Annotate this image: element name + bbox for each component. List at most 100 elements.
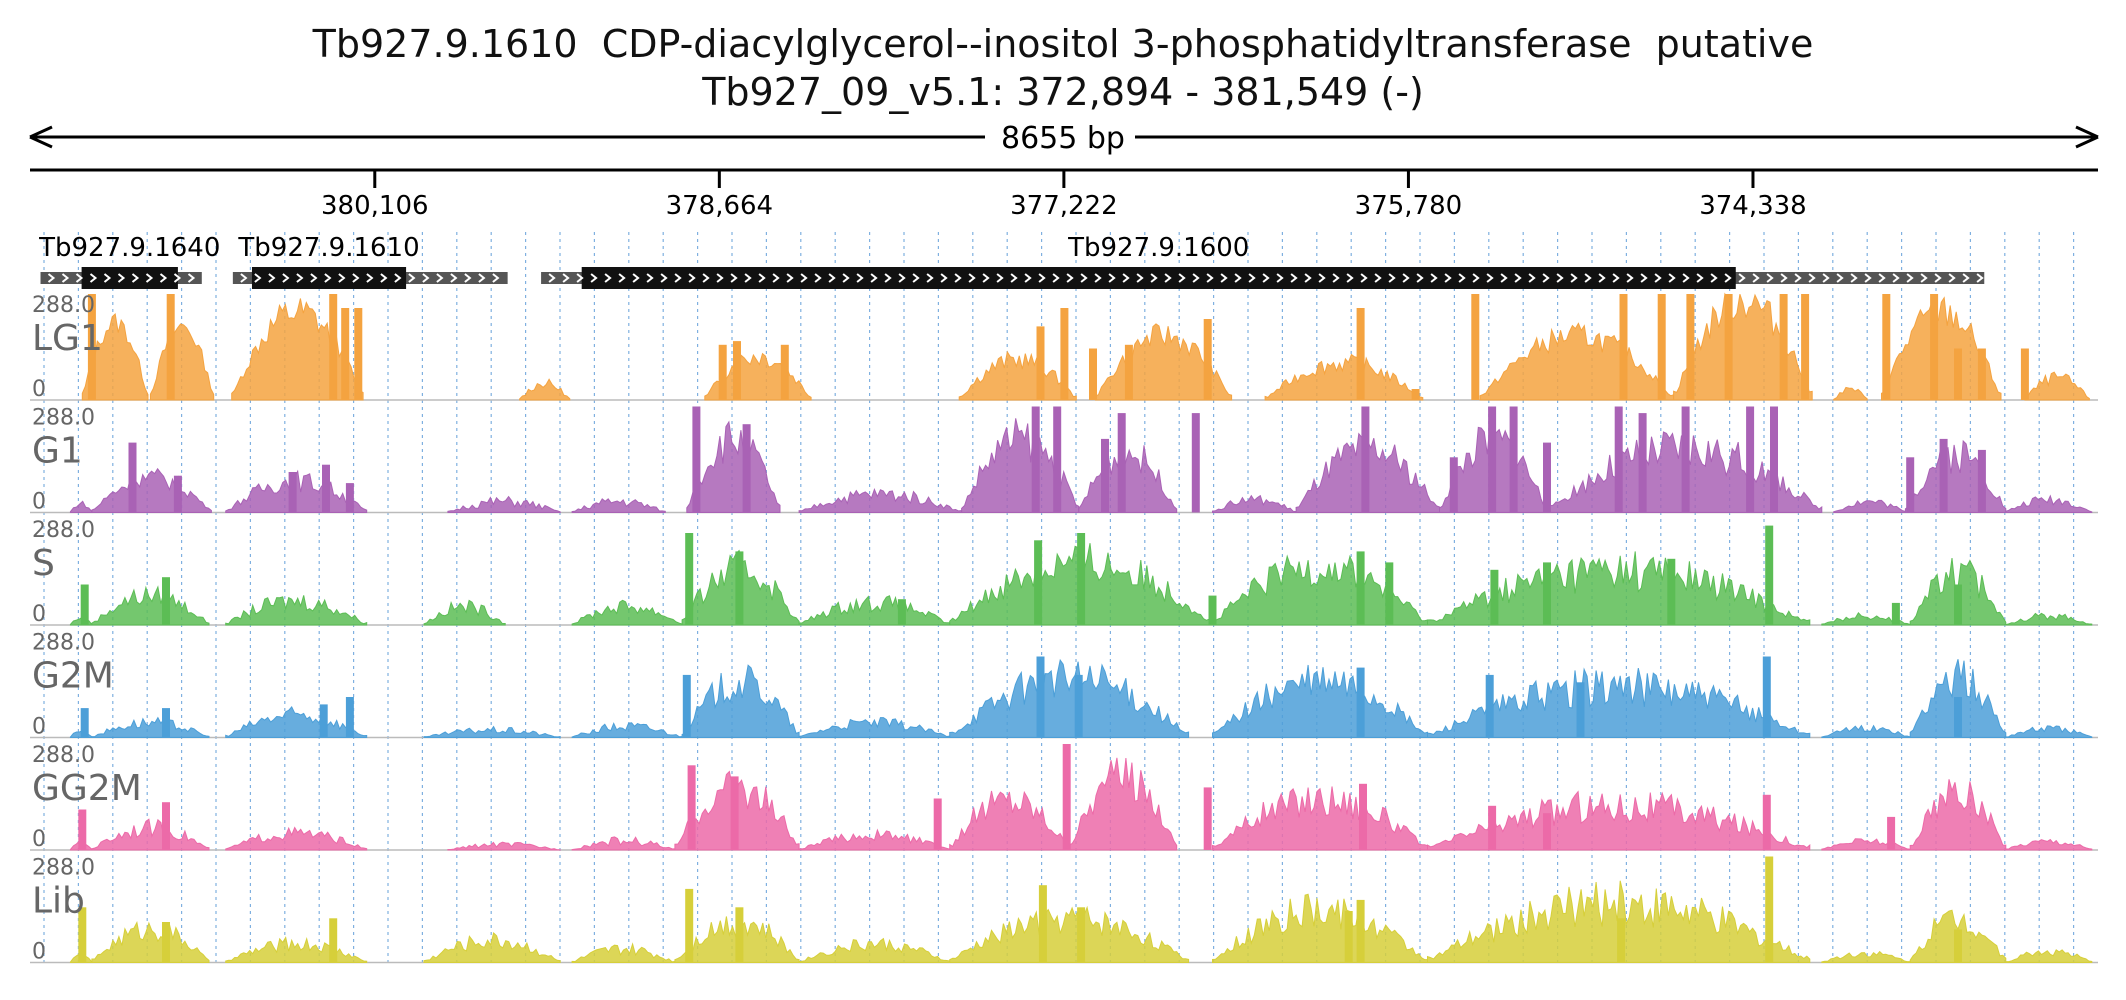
coverage-spike — [1638, 413, 1647, 513]
coverage-spike — [162, 922, 170, 963]
gene-strand-chevrons — [548, 273, 1984, 283]
title-line-2: Tb927_09_v5.1: 372,894 - 381,549 (-) — [702, 70, 1424, 114]
coverage-spike — [329, 918, 338, 963]
coverage-spike — [718, 344, 727, 400]
coverage-area — [798, 937, 951, 963]
coverage-area — [423, 725, 561, 738]
coverage-area — [1427, 667, 1811, 738]
coverage-spike — [1801, 294, 1810, 400]
coverage-area — [961, 418, 1080, 513]
coverage-spike — [162, 802, 170, 850]
coverage-area — [91, 920, 210, 963]
coverage-spike — [354, 308, 363, 400]
coverage-area — [1427, 790, 1811, 851]
coverage-spike — [742, 424, 751, 513]
coverage-area — [91, 585, 210, 626]
axis-tick-label: 375,780 — [1355, 191, 1463, 221]
track-ymax-label: 288.0 — [32, 518, 95, 543]
coverage-spike — [345, 483, 354, 513]
gene-label[interactable]: Tb927.9.1600 — [1067, 233, 1249, 263]
coverage-spike — [173, 475, 182, 513]
coverage-spike — [329, 294, 338, 400]
coverage-spike — [1977, 348, 1986, 400]
title-line-1: Tb927.9.1610 CDP-diacylglycerol--inosito… — [312, 22, 1814, 66]
gene-cds[interactable] — [581, 267, 1736, 289]
coverage-spike — [933, 798, 942, 850]
coverage-spike — [730, 776, 739, 850]
coverage-spike — [1449, 457, 1458, 513]
gene-track: Tb927.9.1640 Tb927.9.1610 Tb927.9.1600 — [38, 233, 1985, 289]
coverage-spike — [1356, 899, 1365, 963]
coverage-area — [1821, 724, 1911, 738]
coverage-area — [958, 350, 1077, 401]
coverage-spike — [1062, 744, 1071, 850]
coverage-spike — [1034, 540, 1043, 625]
coverage-spike — [1385, 562, 1394, 625]
coverage-area — [1212, 554, 1428, 626]
coverage-spike — [1036, 656, 1045, 738]
coverage-area — [1479, 322, 1675, 401]
coverage-spike — [78, 907, 87, 963]
coverage-area — [1212, 494, 1297, 513]
coverage-spike — [1359, 783, 1367, 851]
coverage-spike — [1361, 406, 1370, 513]
axis-tick-label: 374,338 — [1699, 191, 1807, 221]
coverage-spike — [735, 907, 744, 963]
coverage-spike — [1543, 442, 1551, 513]
coverage-spike — [1356, 308, 1365, 400]
coverage-area — [2005, 725, 2093, 738]
coverage-area — [571, 722, 683, 738]
coverage-spike — [1746, 406, 1755, 513]
coverage-area — [571, 498, 666, 513]
coverage-area — [2005, 949, 2093, 963]
coverage-spike — [1036, 326, 1045, 400]
coverage-spike — [1060, 308, 1069, 400]
coverage-spike — [1077, 533, 1086, 625]
gene-label[interactable]: Tb927.9.1640 — [38, 233, 220, 263]
coverage-spike — [80, 584, 89, 625]
coverage-area — [1212, 893, 1428, 963]
coverage-spike — [1617, 918, 1626, 963]
coverage-area — [798, 595, 951, 626]
coverage-spike — [1543, 562, 1551, 625]
coverage-spike — [1576, 682, 1585, 738]
coverage-spike — [1485, 674, 1494, 738]
coverage-spike — [1356, 551, 1365, 625]
coverage-spike — [1203, 787, 1212, 850]
coverage-spike — [319, 704, 328, 738]
gene-cds[interactable] — [81, 267, 178, 289]
coverage-area — [1078, 445, 1178, 513]
coverage-area — [447, 495, 561, 513]
coverage-spike — [1954, 697, 1962, 738]
coverage-spike — [1765, 856, 1774, 963]
coverage-area — [798, 488, 963, 513]
coverage-area — [571, 942, 676, 963]
coverage-area — [225, 936, 368, 963]
span-label-bg — [985, 122, 1135, 152]
coverage-spike — [1765, 525, 1774, 625]
track-ymax-label: 288.0 — [32, 856, 95, 881]
coverage-spike — [685, 533, 694, 625]
coverage-spike — [1906, 457, 1915, 513]
coverage-spike — [733, 341, 741, 400]
ruler: 8655 bp 380,106 378,664 377,222 375,780 374,… — [29, 121, 2099, 221]
coverage-spike — [1038, 885, 1047, 963]
coverage-spike — [1031, 406, 1040, 513]
coverage-spike — [692, 406, 701, 513]
gene-label[interactable]: Tb927.9.1610 — [237, 233, 419, 263]
coverage-spike — [897, 599, 906, 625]
track-ymin-label: 0 — [32, 827, 46, 852]
coverage-area — [91, 716, 210, 738]
coverage-area — [149, 323, 215, 401]
coverage-spike — [80, 708, 89, 738]
coverage-spike — [1667, 558, 1676, 626]
coverage-spike — [1977, 449, 1986, 513]
coverage-spike — [162, 708, 170, 738]
coverage-spike — [1619, 294, 1628, 400]
coverage-spike — [1543, 813, 1551, 850]
coverage-area — [949, 790, 1070, 851]
coverage-spike — [1762, 656, 1771, 738]
